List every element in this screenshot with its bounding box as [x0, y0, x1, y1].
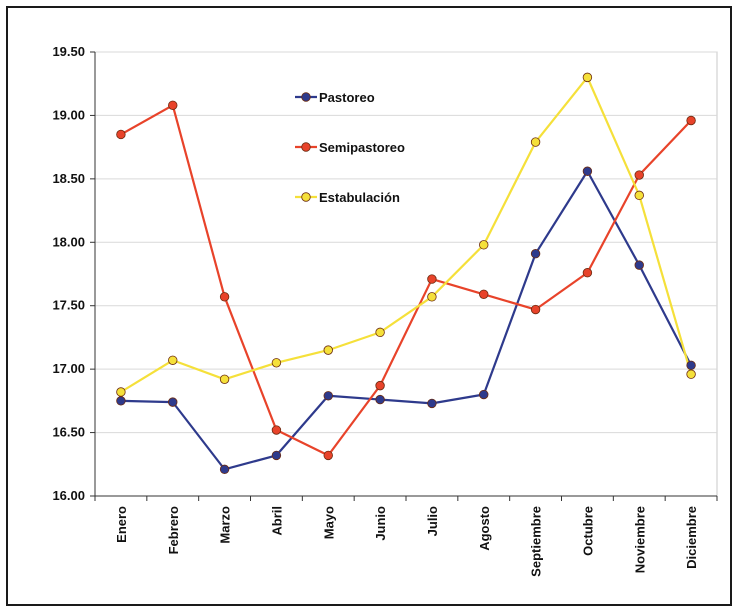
- data-point-pastoreo: [219, 464, 230, 475]
- data-point-pastoreo: [686, 360, 696, 371]
- data-point-pastoreo: [323, 391, 333, 401]
- x-tick-label: Septiembre: [529, 506, 544, 577]
- data-point-pastoreo: [375, 394, 385, 405]
- x-tick-label: Diciembre: [684, 506, 699, 569]
- gridlines: [94, 51, 718, 497]
- y-tick-label: 19.00: [52, 107, 85, 122]
- y-tick-label: 16.00: [52, 488, 85, 503]
- data-point-semipastoreo: [323, 450, 333, 461]
- legend-label-semipastoreo: Semipastoreo: [319, 140, 405, 155]
- data-point-semipastoreo: [219, 292, 230, 302]
- x-tick-label: Noviembre: [632, 506, 647, 573]
- data-point-semipastoreo: [427, 274, 437, 284]
- y-tick-label: 18.00: [52, 234, 85, 249]
- plot-area: [94, 51, 718, 497]
- data-point-estabulacion: [686, 369, 696, 379]
- data-point-estabulacion: [219, 374, 230, 384]
- data-point-pastoreo: [582, 166, 593, 176]
- y-tick-label: 19.50: [52, 44, 85, 59]
- axes: 16.00 16.50 17.00 17.50 18.00 18.50 19.00 19.50…: [52, 44, 718, 577]
- data-point-semipastoreo: [686, 115, 696, 126]
- data-point-pastoreo: [427, 398, 437, 409]
- data-point-estabulacion: [168, 355, 178, 365]
- data-point-estabulacion: [271, 358, 282, 368]
- data-point-estabulacion: [479, 240, 489, 250]
- data-point-estabulacion: [634, 190, 644, 201]
- x-tick-label: Junio: [373, 506, 388, 541]
- x-tick-label: Octubre: [580, 506, 595, 556]
- data-point-estabulacion: [375, 327, 385, 338]
- data-point-semipastoreo: [479, 289, 489, 299]
- y-tick-label: 16.50: [52, 425, 85, 440]
- data-point-semipastoreo: [582, 268, 593, 278]
- data-point-pastoreo: [168, 397, 178, 407]
- data-point-semipastoreo: [634, 170, 644, 180]
- data-point-estabulacion: [530, 137, 541, 147]
- data-point-semipastoreo: [530, 304, 541, 315]
- legend: Pastoreo Semipastoreo Estabulación: [295, 90, 405, 205]
- data-point-pastoreo: [634, 260, 644, 270]
- data-point-semipastoreo: [271, 425, 282, 435]
- x-tick-label: Mayo: [321, 506, 336, 539]
- x-tick-label: Abril: [269, 506, 284, 536]
- y-tick-label: 17.00: [52, 361, 85, 376]
- x-tick-label: Agosto: [477, 506, 492, 551]
- x-tick-label: Enero: [114, 506, 129, 543]
- data-point-estabulacion: [582, 72, 593, 83]
- data-point-semipastoreo: [168, 100, 178, 110]
- series-line-pastoreo: [120, 170, 693, 471]
- data-point-pastoreo: [530, 249, 541, 259]
- data-point-pastoreo: [116, 396, 126, 406]
- legend-marker-semipastoreo: [301, 142, 311, 152]
- legend-marker-pastoreo: [301, 92, 311, 102]
- series-line-semipastoreo: [120, 104, 692, 457]
- x-tick-label: Febrero: [166, 506, 181, 554]
- x-tick-label: Julio: [425, 506, 440, 536]
- data-point-semipastoreo: [375, 380, 385, 391]
- x-tick-label: Marzo: [218, 506, 233, 544]
- legend-label-estabulacion: Estabulación: [319, 190, 400, 205]
- series-lines: [116, 72, 696, 475]
- legend-label-pastoreo: Pastoreo: [319, 90, 375, 105]
- data-point-semipastoreo: [116, 129, 126, 140]
- y-tick-label: 18.50: [52, 171, 85, 186]
- y-tick-label: 17.50: [52, 298, 85, 313]
- series-line-estabulacion: [120, 76, 693, 393]
- data-point-pastoreo: [271, 450, 282, 461]
- data-point-estabulacion: [116, 387, 126, 397]
- data-point-estabulacion: [323, 345, 333, 355]
- data-point-pastoreo: [479, 389, 489, 400]
- data-point-estabulacion: [427, 292, 437, 302]
- legend-marker-estabulacion: [301, 192, 311, 202]
